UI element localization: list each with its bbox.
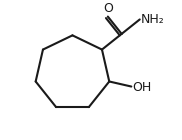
Text: OH: OH — [133, 81, 152, 94]
Text: NH₂: NH₂ — [141, 13, 165, 26]
Text: O: O — [103, 2, 113, 15]
